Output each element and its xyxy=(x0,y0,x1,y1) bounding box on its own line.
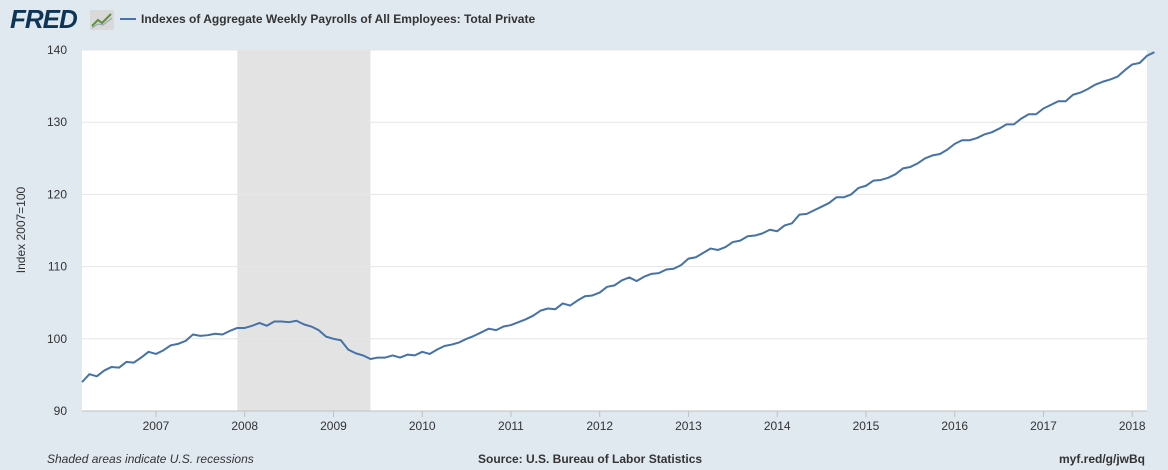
header: FRED Indexes of Aggregate Weekly Payroll… xyxy=(0,0,1168,40)
x-tick-label: 2014 xyxy=(764,419,791,433)
legend-swatch xyxy=(120,18,136,20)
chart-legend: Indexes of Aggregate Weekly Payrolls of … xyxy=(120,12,535,26)
short-url-link[interactable]: myf.red/g/jwBq xyxy=(1058,452,1145,466)
line-chart-icon xyxy=(90,10,114,30)
x-tick-label: 2009 xyxy=(320,419,347,433)
fred-logo[interactable]: FRED xyxy=(10,4,78,34)
y-tick-label: 130 xyxy=(47,115,67,129)
x-tick-label: 2008 xyxy=(231,419,258,433)
y-tick-label: 100 xyxy=(47,332,67,346)
x-tick-label: 2011 xyxy=(498,419,524,433)
series-line xyxy=(81,51,1155,383)
y-tick-label: 140 xyxy=(47,43,67,57)
recession-note: Shaded areas indicate U.S. recessions xyxy=(47,452,254,466)
y-tick-label: 110 xyxy=(48,260,67,274)
y-tick-label: 90 xyxy=(54,404,68,418)
recession-shade xyxy=(237,50,371,411)
x-tick-label: 2012 xyxy=(586,419,613,433)
x-tick-label: 2013 xyxy=(675,419,702,433)
x-tick-label: 2017 xyxy=(1030,419,1057,433)
y-tick-label: 120 xyxy=(47,187,67,201)
legend-series-label: Indexes of Aggregate Weekly Payrolls of … xyxy=(141,12,536,26)
x-tick-label: 2007 xyxy=(143,419,170,433)
x-tick-label: 2015 xyxy=(853,419,880,433)
x-tick-label: 2018 xyxy=(1119,419,1146,433)
x-tick-label: 2010 xyxy=(409,419,436,433)
source-note: Source: U.S. Bureau of Labor Statistics xyxy=(478,452,703,466)
y-axis-label: Index 2007=100 xyxy=(14,186,28,274)
x-tick-label: 2016 xyxy=(941,419,968,433)
